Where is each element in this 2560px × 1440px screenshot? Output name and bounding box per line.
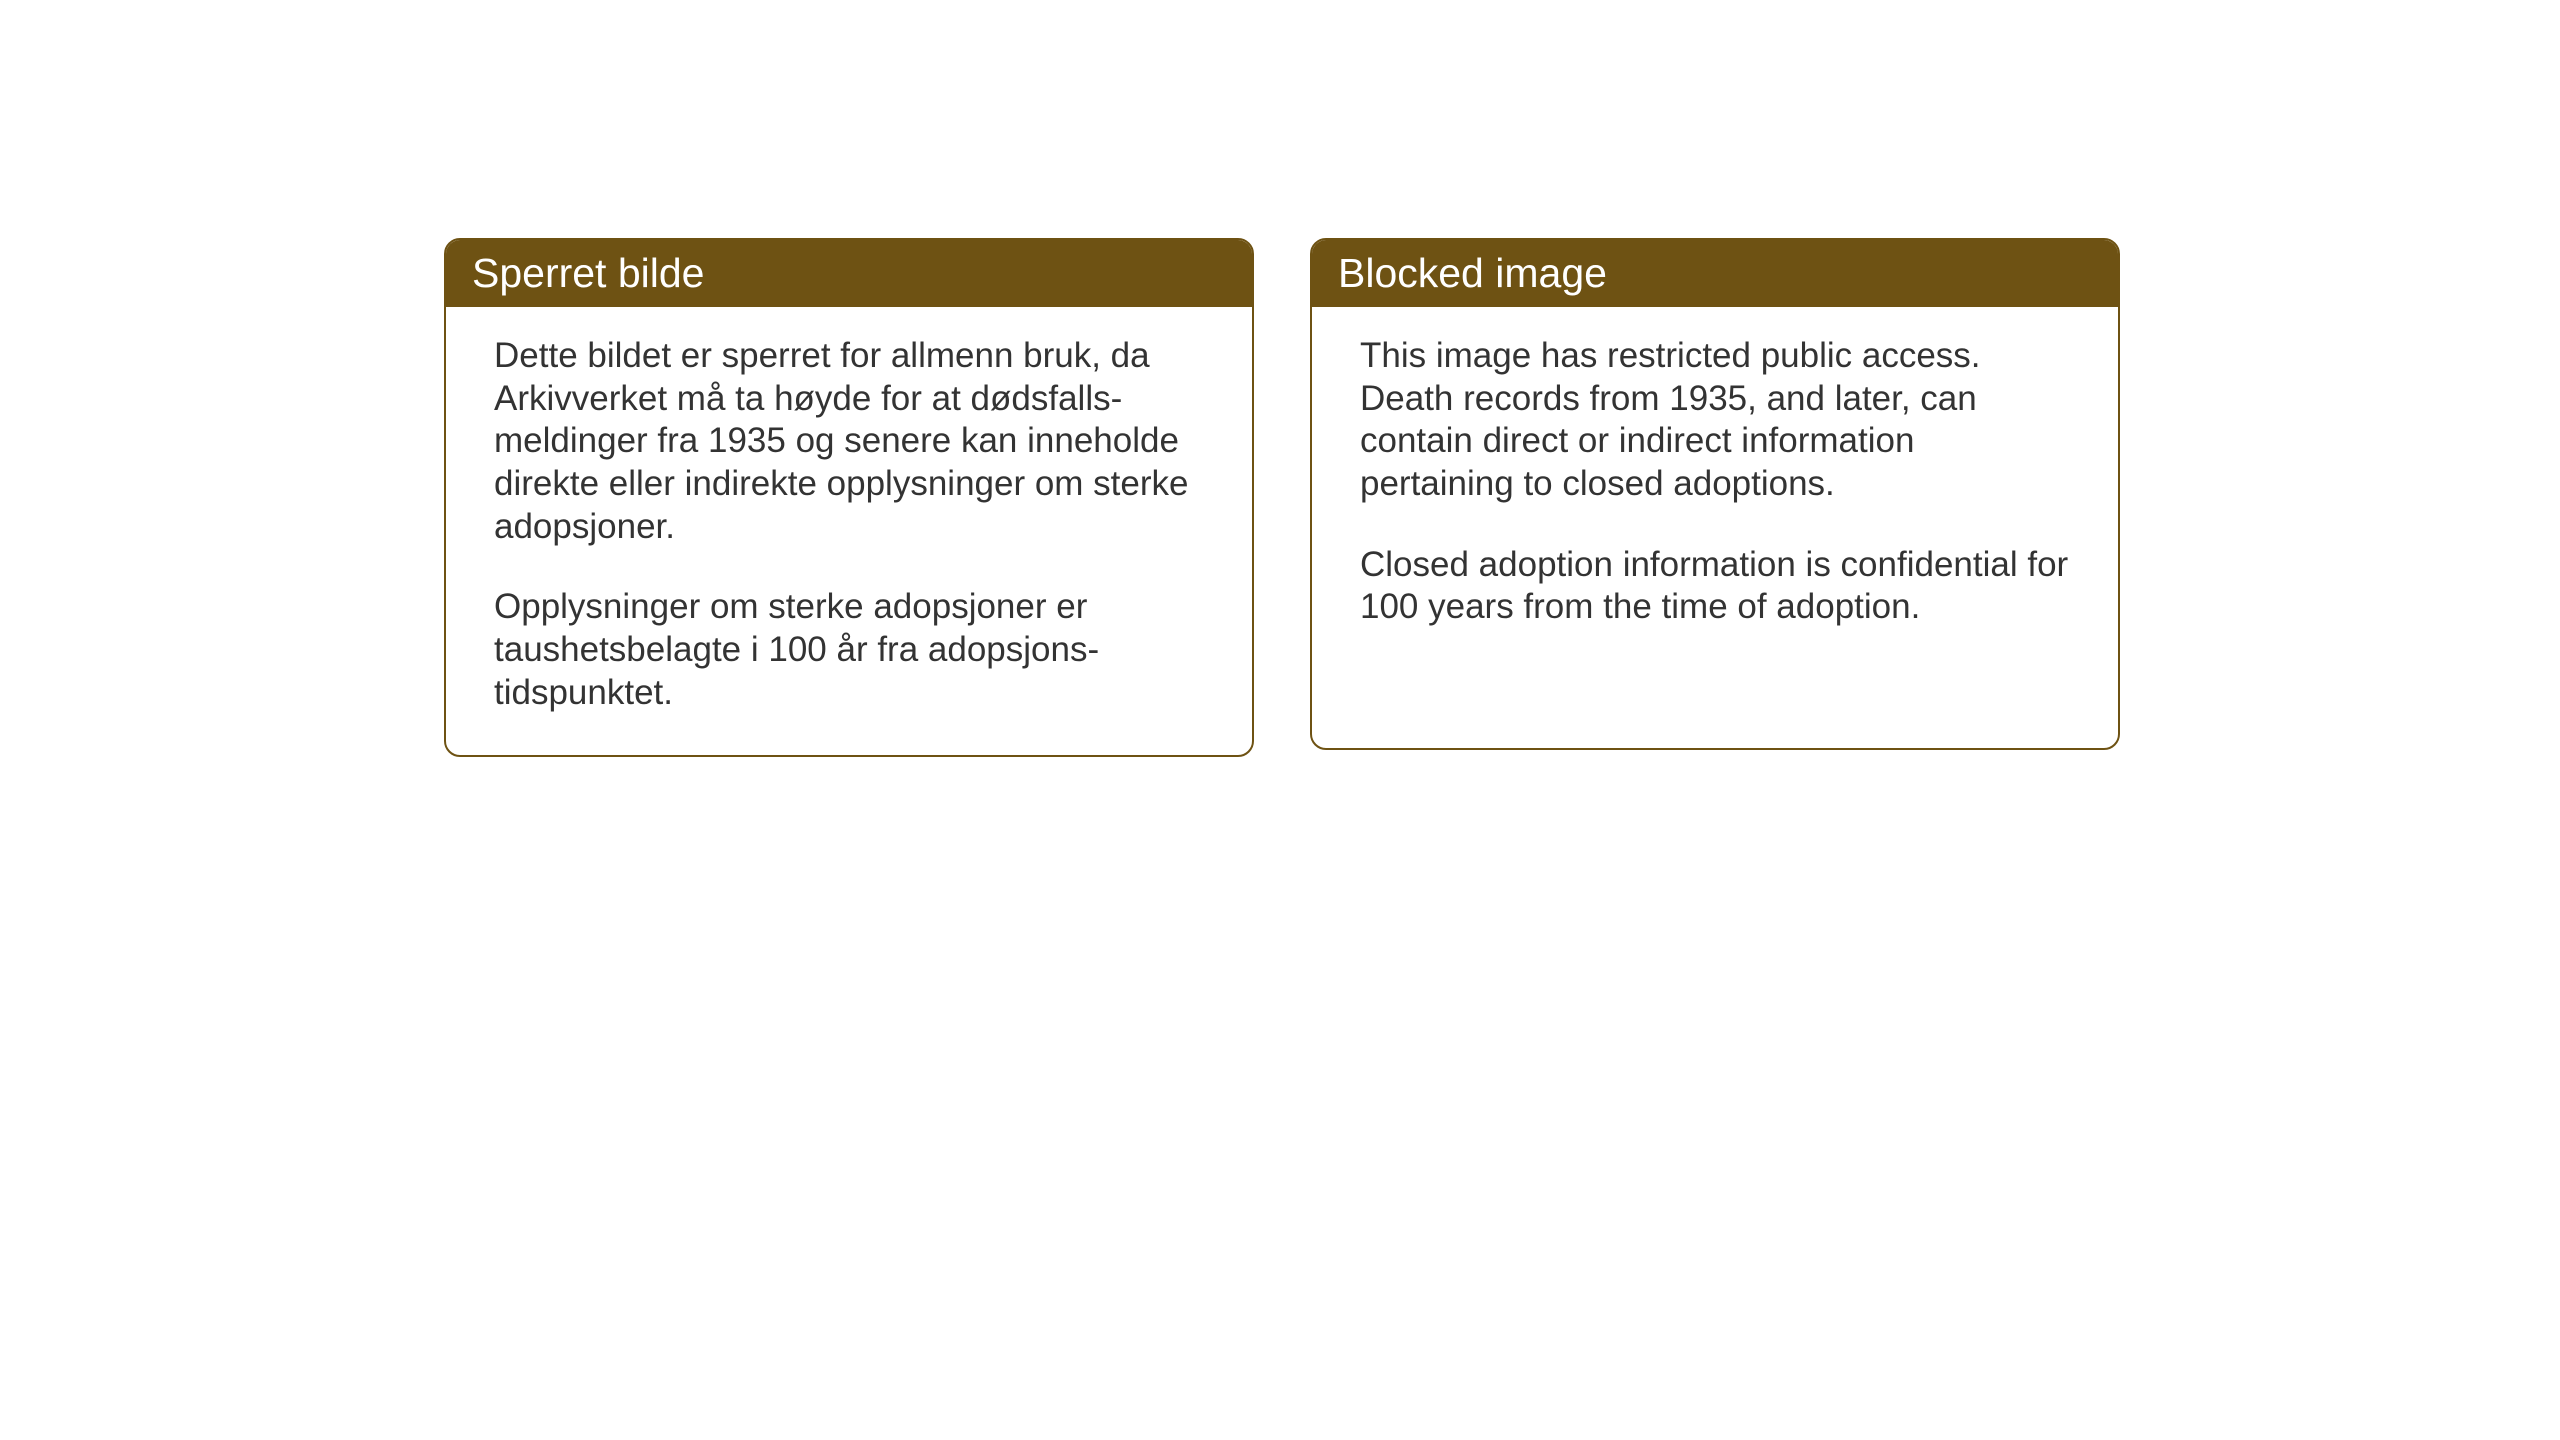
card-english-header: Blocked image bbox=[1312, 240, 2118, 307]
card-norwegian-body: Dette bildet er sperret for allmenn bruk… bbox=[446, 307, 1252, 755]
card-english-body: This image has restricted public access.… bbox=[1312, 307, 2118, 669]
card-english-paragraph-2: Closed adoption information is confident… bbox=[1360, 544, 2070, 629]
card-english: Blocked image This image has restricted … bbox=[1310, 238, 2120, 750]
card-norwegian-paragraph-2: Opplysninger om sterke adopsjoner er tau… bbox=[494, 586, 1204, 714]
card-norwegian-header: Sperret bilde bbox=[446, 240, 1252, 307]
card-english-paragraph-1: This image has restricted public access.… bbox=[1360, 335, 2070, 506]
card-norwegian: Sperret bilde Dette bildet er sperret fo… bbox=[444, 238, 1254, 757]
cards-container: Sperret bilde Dette bildet er sperret fo… bbox=[444, 238, 2120, 757]
card-norwegian-paragraph-1: Dette bildet er sperret for allmenn bruk… bbox=[494, 335, 1204, 548]
